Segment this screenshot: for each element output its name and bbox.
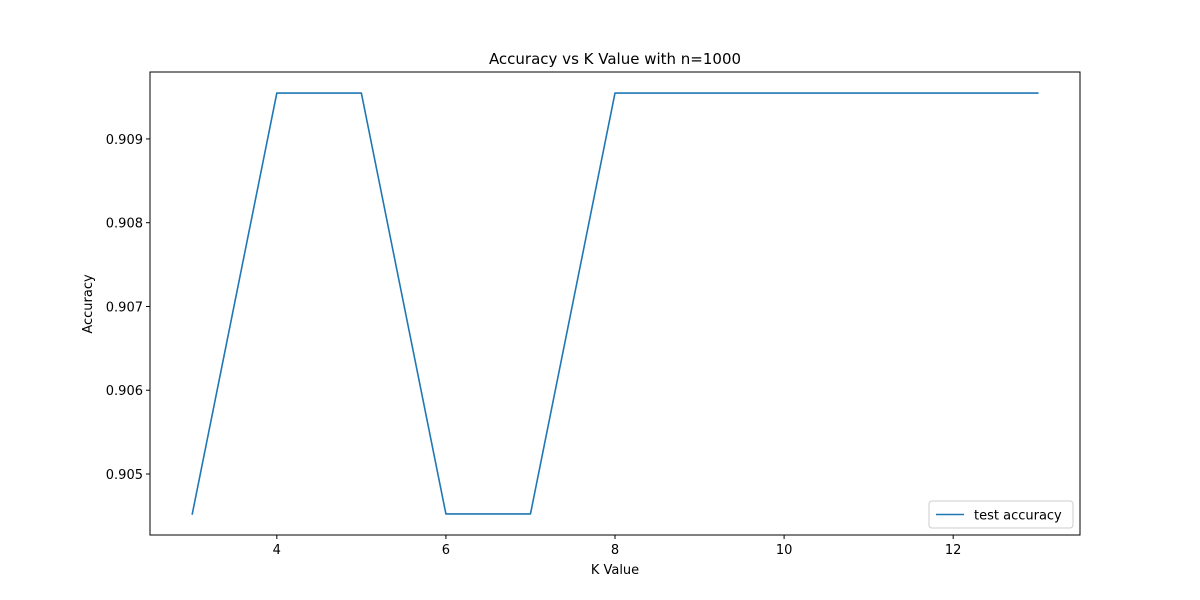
x-tick-label: 6 — [442, 543, 450, 558]
y-tick-label: 0.905 — [106, 468, 143, 483]
y-tick-label: 0.908 — [106, 217, 143, 232]
y-tick-label: 0.907 — [106, 300, 143, 315]
x-tick-label: 10 — [776, 543, 793, 558]
plot-area: 4 6 8 10 12 0.905 0.906 0.907 0.908 0.909 — [106, 71, 1081, 558]
y-tick-label: 0.906 — [106, 384, 143, 399]
x-axis-label: K Value — [591, 563, 639, 578]
legend-box — [928, 500, 1074, 529]
legend-label: test accuracy — [974, 509, 1062, 524]
x-tick-label: 4 — [273, 543, 281, 558]
legend: test accuracy — [928, 500, 1074, 529]
axes-frame — [149, 71, 1081, 536]
x-tick-label: 8 — [611, 543, 619, 558]
series-line-0 — [191, 92, 1039, 515]
y-axis-label: Accuracy — [81, 274, 96, 334]
chart-title: Accuracy vs K Value with n=1000 — [489, 50, 741, 68]
y-tick-label: 0.909 — [106, 133, 143, 148]
x-tick-label: 12 — [945, 543, 962, 558]
